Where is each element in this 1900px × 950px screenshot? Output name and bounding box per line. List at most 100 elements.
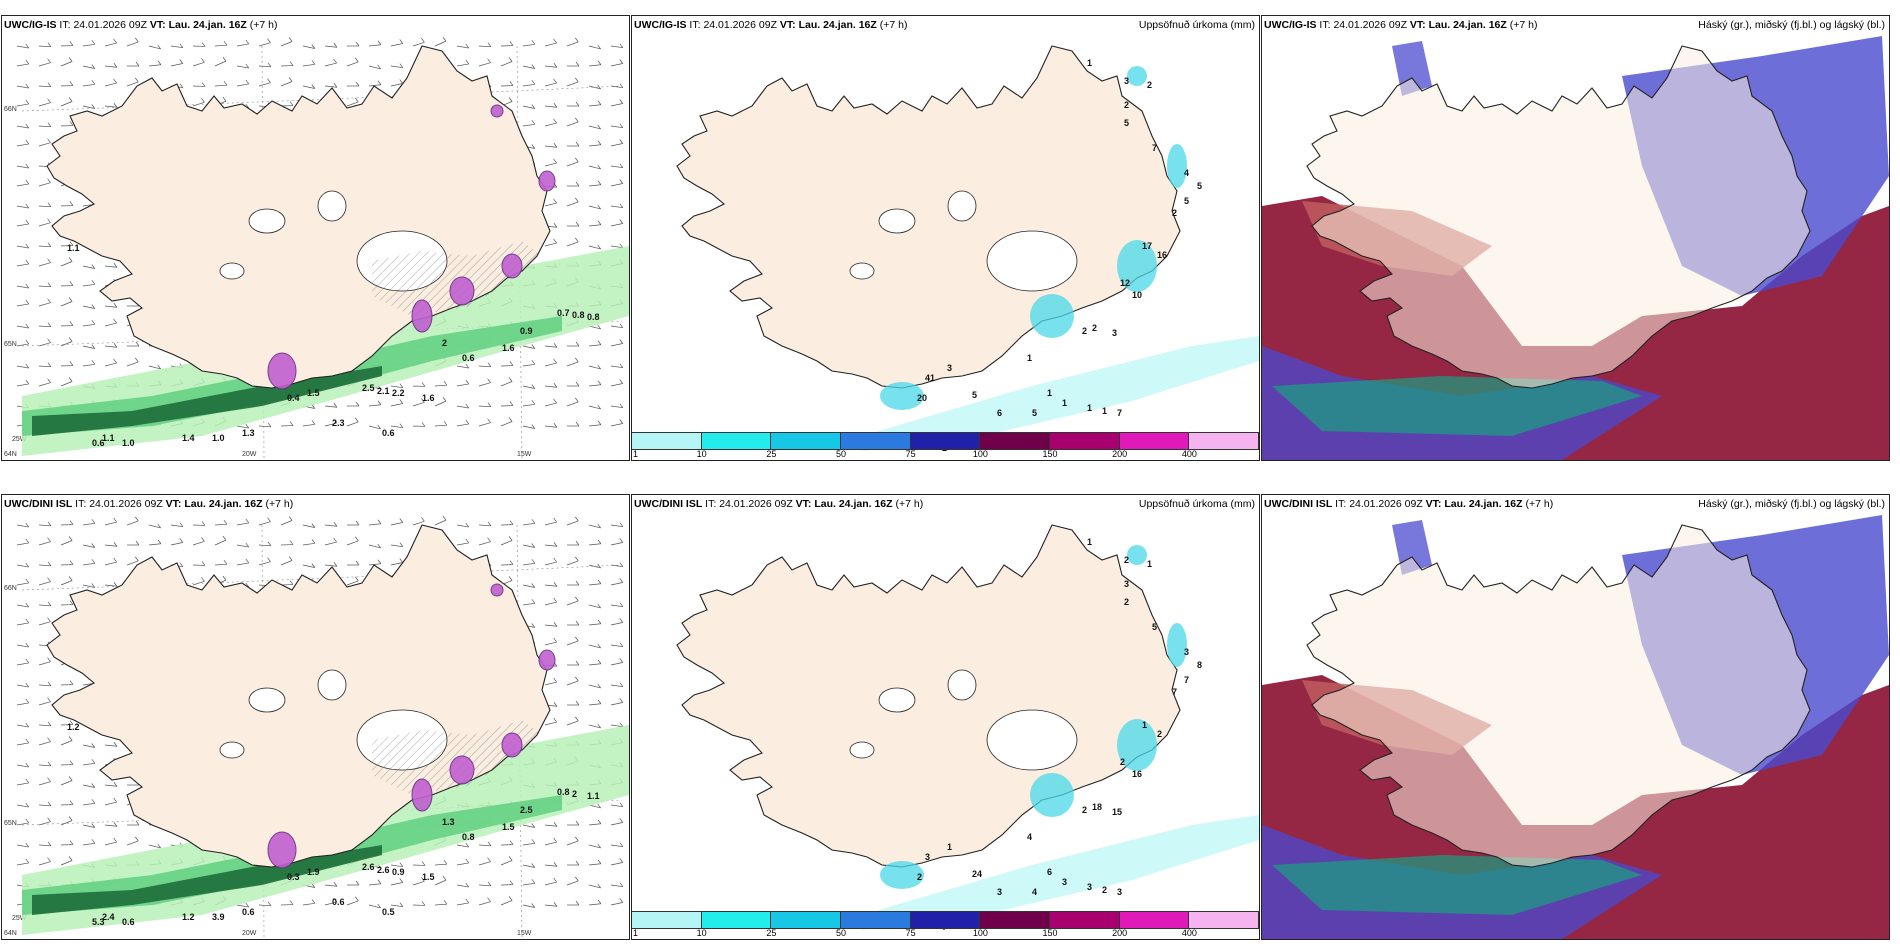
value-label: 0.6 — [242, 907, 255, 917]
value-label: 1.6 — [502, 343, 515, 353]
colorbar-tick-label: 25 — [766, 449, 777, 459]
value-label: 2.6 — [377, 865, 390, 875]
value-label: 12 — [1120, 278, 1130, 288]
value-label: 8 — [1197, 660, 1202, 670]
value-label: 1 — [1062, 398, 1067, 408]
value-label: 0.6 — [382, 428, 395, 438]
value-label: 4 — [1032, 887, 1037, 897]
colorbar-legend: 1 10 25 50 75 100 150 200 400 — [632, 432, 1259, 460]
value-label: 7 — [1184, 675, 1189, 685]
value-label: 1.1 — [102, 433, 115, 443]
axis-label: 66N — [4, 106, 17, 113]
value-label: 3 — [1124, 76, 1129, 86]
colorbar-swatch — [910, 912, 981, 928]
value-label: 2 — [1082, 326, 1087, 336]
value-label: 0.8 — [557, 787, 570, 797]
heavy-precip-cell — [501, 253, 523, 279]
value-label: 1.3 — [442, 817, 455, 827]
high-cloud-area — [1272, 855, 1642, 915]
precip-accum-area — [1167, 623, 1187, 667]
iceland-landmass — [676, 524, 1181, 868]
panel-header: UWC/DINI ISL IT: 24.01.2026 09Z VT: Lau.… — [1264, 498, 1554, 510]
value-label: 5 — [1184, 196, 1189, 206]
colorbar-tick-label: 1 — [633, 928, 639, 938]
value-label: 17 — [1142, 241, 1152, 251]
colorbar-tick-label: 10 — [696, 449, 707, 459]
glacier-outline — [219, 741, 245, 759]
value-label: 20 — [917, 393, 927, 403]
value-label: 2 — [572, 789, 577, 799]
glacier-outline — [849, 741, 875, 759]
value-label: 1.2 — [182, 912, 195, 922]
value-label: 0.3 — [287, 872, 300, 882]
axis-label: 15W — [517, 930, 532, 937]
value-label: 0.9 — [520, 326, 533, 336]
value-label: 0.8 — [587, 312, 600, 322]
value-label: 1 — [1087, 58, 1092, 68]
value-label: 0.8 — [572, 310, 585, 320]
heavy-precip-cell — [411, 778, 433, 812]
colorbar-legend: 1 10 25 50 75 100 150 200 400 — [632, 911, 1259, 939]
heavy-precip-cell — [411, 299, 433, 333]
colorbar-swatch — [632, 912, 702, 928]
value-label: 1.4 — [182, 433, 195, 443]
value-label: 2 — [917, 872, 922, 882]
value-label: 16 — [1132, 769, 1142, 779]
panel-field-title: Uppsöfnuð úrkoma (mm) — [1138, 498, 1255, 510]
value-label: 2.4 — [102, 912, 115, 922]
colorbar-tick-label: 50 — [835, 928, 847, 938]
value-label: 1 — [1142, 720, 1147, 730]
value-label: 2 — [1082, 805, 1087, 815]
colorbar-swatch — [1050, 433, 1120, 449]
value-label: 2 — [1120, 757, 1125, 767]
value-label: 2 — [1092, 323, 1097, 333]
glacier-outline — [878, 687, 916, 713]
map-panel-dini-accum-precip: 1213253877122161815241232434763323 UWC/D… — [631, 494, 1260, 940]
panel-field-title: Háský (gr.), miðský (fj.bl.) og lágský (… — [1698, 19, 1885, 31]
value-label: 3 — [1184, 647, 1189, 657]
value-label: 1 — [1102, 406, 1107, 416]
colorbar-tick-label: 1 — [633, 449, 639, 459]
axis-label: 25W — [12, 915, 27, 922]
value-label: 0.9 — [392, 867, 405, 877]
precip-accum-area — [1127, 545, 1147, 565]
colorbar-tick-label: 75 — [905, 928, 916, 938]
value-label: 0.6 — [92, 438, 105, 448]
colorbar-tick-label: 25 — [766, 928, 777, 938]
colorbar-swatch — [701, 912, 772, 928]
value-label: 0.7 — [557, 308, 570, 318]
value-label: 2 — [442, 338, 447, 348]
value-label: 1 — [947, 842, 952, 852]
heavy-precip-cell — [490, 583, 504, 597]
value-label: 6 — [1047, 867, 1052, 877]
axis-label: 65N — [4, 820, 17, 827]
precip-accum-area — [1117, 240, 1157, 292]
panel-header: UWC/DINI ISL IT: 24.01.2026 09Z VT: Lau.… — [4, 498, 294, 510]
mid-cloud-area — [1392, 520, 1432, 575]
value-label: 3.9 — [212, 912, 225, 922]
map-canvas — [1262, 36, 1889, 460]
precip-accum-light — [862, 336, 1259, 451]
value-label: 0.6 — [122, 917, 135, 927]
value-label: 2 — [1147, 80, 1152, 90]
value-label: 16 — [1157, 250, 1167, 260]
value-label: 41 — [925, 373, 935, 383]
value-label: 2 — [1102, 885, 1107, 895]
axis-label: 65N — [4, 341, 17, 348]
axis-label: 64N — [4, 930, 17, 937]
map-canvas — [1262, 515, 1889, 939]
colorbar-swatch — [841, 912, 911, 928]
colorbar-tick-label: 150 — [1042, 928, 1058, 938]
value-label: 2.2 — [392, 388, 405, 398]
colorbar-tick-label: 100 — [972, 449, 988, 459]
glacier-outline — [986, 230, 1078, 292]
precip-accum-light — [862, 815, 1259, 930]
colorbar-swatch — [771, 912, 842, 928]
value-label: 2.1 — [377, 386, 390, 396]
value-label: 7 — [1152, 143, 1157, 153]
value-label: 4 — [1027, 832, 1032, 842]
value-label: 1.5 — [307, 388, 320, 398]
value-label: 3 — [1112, 328, 1117, 338]
colorbar-swatch — [910, 433, 981, 449]
